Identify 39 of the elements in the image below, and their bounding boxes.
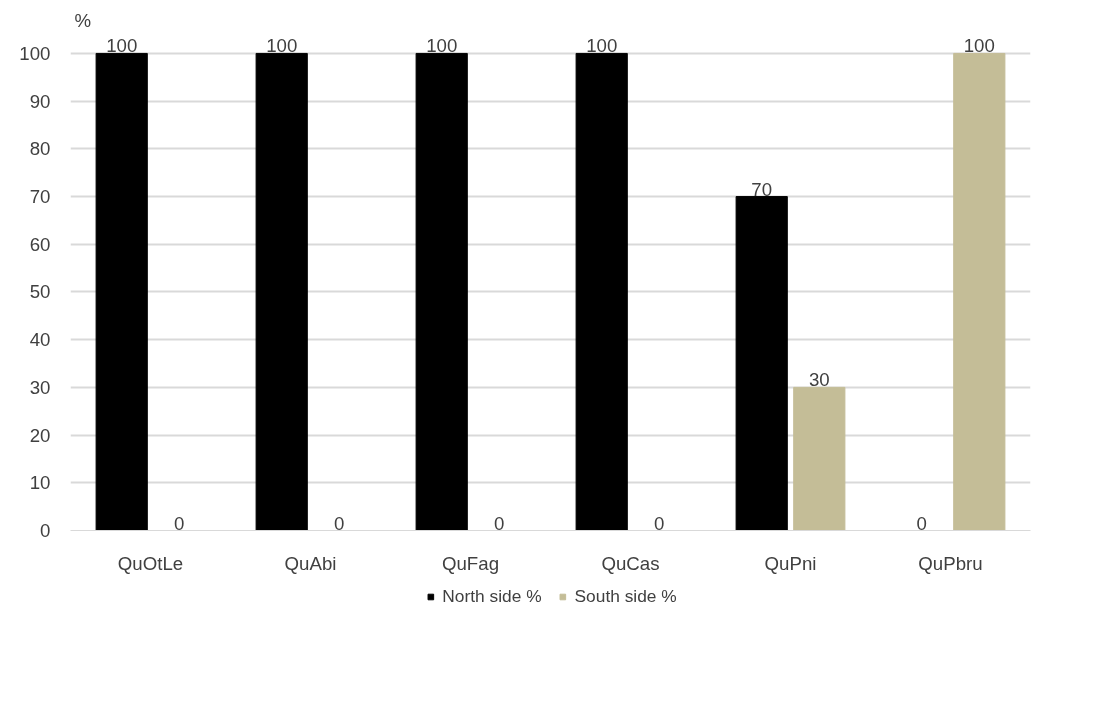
data-label: 100 bbox=[963, 35, 995, 57]
x-tick-label: QuOtLe bbox=[117, 552, 184, 574]
legend-label: South side % bbox=[574, 585, 677, 607]
bar bbox=[735, 196, 788, 531]
data-label: 0 bbox=[494, 512, 505, 534]
data-label: 0 bbox=[916, 512, 927, 534]
y-tick-label: 70 bbox=[29, 186, 51, 208]
bar bbox=[255, 52, 308, 531]
x-tick-label: QuCas bbox=[601, 552, 660, 574]
x-tick-label: QuAbi bbox=[284, 552, 337, 574]
data-label: 30 bbox=[808, 369, 830, 391]
data-label: 0 bbox=[334, 512, 345, 534]
x-tick-label: QuPbru bbox=[918, 552, 983, 574]
bar bbox=[953, 52, 1006, 531]
data-label: 0 bbox=[654, 512, 665, 534]
data-label: 100 bbox=[106, 35, 138, 57]
bar bbox=[793, 386, 846, 531]
y-tick-label: 100 bbox=[19, 42, 51, 64]
y-tick-label: 90 bbox=[29, 90, 51, 112]
data-label: 100 bbox=[426, 35, 458, 57]
y-axis-title: % bbox=[74, 10, 92, 32]
y-tick-label: 10 bbox=[29, 472, 51, 494]
data-label: 100 bbox=[266, 35, 298, 57]
bar bbox=[95, 52, 148, 531]
y-tick-label: 80 bbox=[29, 138, 51, 160]
y-tick-label: 50 bbox=[29, 281, 51, 303]
x-tick-label: QuPni bbox=[764, 552, 817, 574]
bar bbox=[575, 52, 628, 531]
x-tick-label: QuFag bbox=[441, 552, 500, 574]
legend-label: North side % bbox=[442, 585, 542, 607]
data-label: 100 bbox=[586, 35, 618, 57]
data-label: 0 bbox=[174, 512, 185, 534]
y-tick-label: 40 bbox=[29, 329, 51, 351]
bar bbox=[415, 52, 468, 531]
data-label: 70 bbox=[751, 178, 773, 200]
y-tick-label: 60 bbox=[29, 233, 51, 255]
y-tick-label: 30 bbox=[29, 376, 51, 398]
y-tick-label: 20 bbox=[29, 424, 51, 446]
y-tick-label: 0 bbox=[40, 520, 51, 541]
